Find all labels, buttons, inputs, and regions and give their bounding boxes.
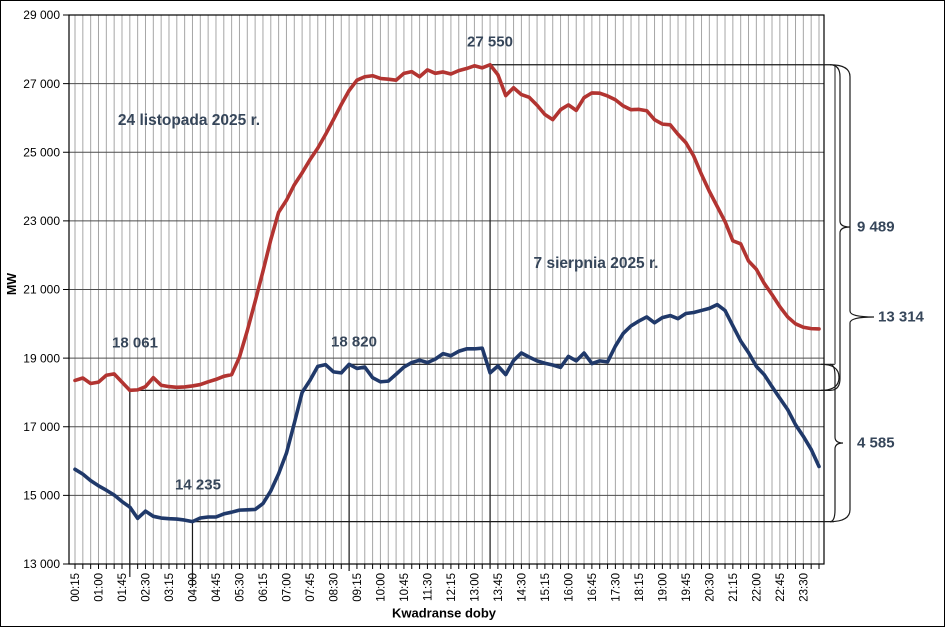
x-tick-label: 10:45 (399, 573, 411, 602)
y-tick-label: 13 000 (23, 557, 60, 571)
annotation-min-14235: 14 235 (175, 476, 221, 494)
x-tick-label: 19:00 (658, 573, 670, 602)
y-tick-label: 25 000 (23, 145, 60, 159)
x-tick-label: 04:45 (211, 573, 223, 602)
brace-label-4585: 4 585 (857, 434, 895, 452)
y-tick-label: 23 000 (23, 214, 60, 228)
annotation-18820: 18 820 (331, 333, 377, 351)
x-tick-label: 01:00 (94, 573, 106, 602)
annotation-min-18061: 18 061 (112, 334, 158, 352)
y-tick-label: 21 000 (23, 283, 60, 297)
x-axis-title: Kwadranse doby (391, 605, 497, 621)
difference-brace-13314 (829, 64, 875, 523)
series-label-7-sierpnia: 7 sierpnia 2025 r. (533, 255, 659, 272)
x-tick-label: 20:30 (705, 573, 717, 602)
y-tick-label: 15 000 (23, 489, 60, 503)
x-tick-label: 06:15 (258, 573, 270, 602)
x-tick-label: 03:15 (164, 573, 176, 602)
gap-bracket (820, 363, 840, 391)
y-tick-label: 27 000 (23, 77, 60, 91)
x-tick-label: 17:30 (611, 573, 623, 602)
x-tick-label: 23:30 (799, 573, 811, 602)
x-tick-label: 13:00 (470, 573, 482, 602)
series-label-24-listopada: 24 listopada 2025 r. (117, 112, 261, 129)
x-tick-label: 13:45 (493, 573, 505, 602)
x-tick-label: 01:45 (117, 573, 129, 602)
brace-label-9489: 9 489 (857, 218, 895, 236)
x-tick-label: 09:15 (352, 573, 364, 602)
x-tick-label: 07:45 (305, 573, 317, 602)
x-tick-label: 19:45 (681, 573, 693, 602)
x-tick-label: 02:30 (141, 573, 153, 602)
x-tick-label: 04:00 (188, 573, 200, 602)
series-line-7-sierpnia (73, 302, 821, 524)
x-tick-label: 11:30 (423, 573, 435, 601)
difference-brace-4585 (829, 363, 844, 523)
x-tick-label: 21:15 (728, 573, 740, 602)
series-line-24-listopada (73, 62, 821, 393)
x-tick-label: 08:30 (329, 573, 341, 602)
y-tick-label: 29 000 (23, 8, 60, 22)
x-tick-label: 16:00 (564, 573, 576, 602)
x-tick-label: 14:30 (517, 573, 529, 602)
x-tick-label: 18:15 (634, 573, 646, 602)
difference-brace-9489 (829, 64, 851, 391)
annotation-peak-27550: 27 550 (467, 33, 513, 51)
x-tick-label: 16:45 (587, 573, 599, 602)
brace-label-13314: 13 314 (878, 308, 924, 326)
x-tick-label: 07:00 (282, 573, 294, 602)
y-axis-title: MW (5, 272, 19, 296)
x-tick-label: 05:30 (235, 573, 247, 602)
y-tick-label: 19 000 (23, 351, 60, 365)
x-tick-label: 22:45 (775, 573, 787, 602)
x-tick-label: 22:00 (752, 573, 764, 602)
x-tick-label: 00:15 (70, 573, 82, 602)
x-tick-label: 12:15 (446, 573, 458, 602)
x-tick-label: 15:15 (540, 573, 552, 602)
x-tick-label: 10:00 (376, 573, 388, 602)
y-tick-label: 17 000 (23, 420, 60, 434)
